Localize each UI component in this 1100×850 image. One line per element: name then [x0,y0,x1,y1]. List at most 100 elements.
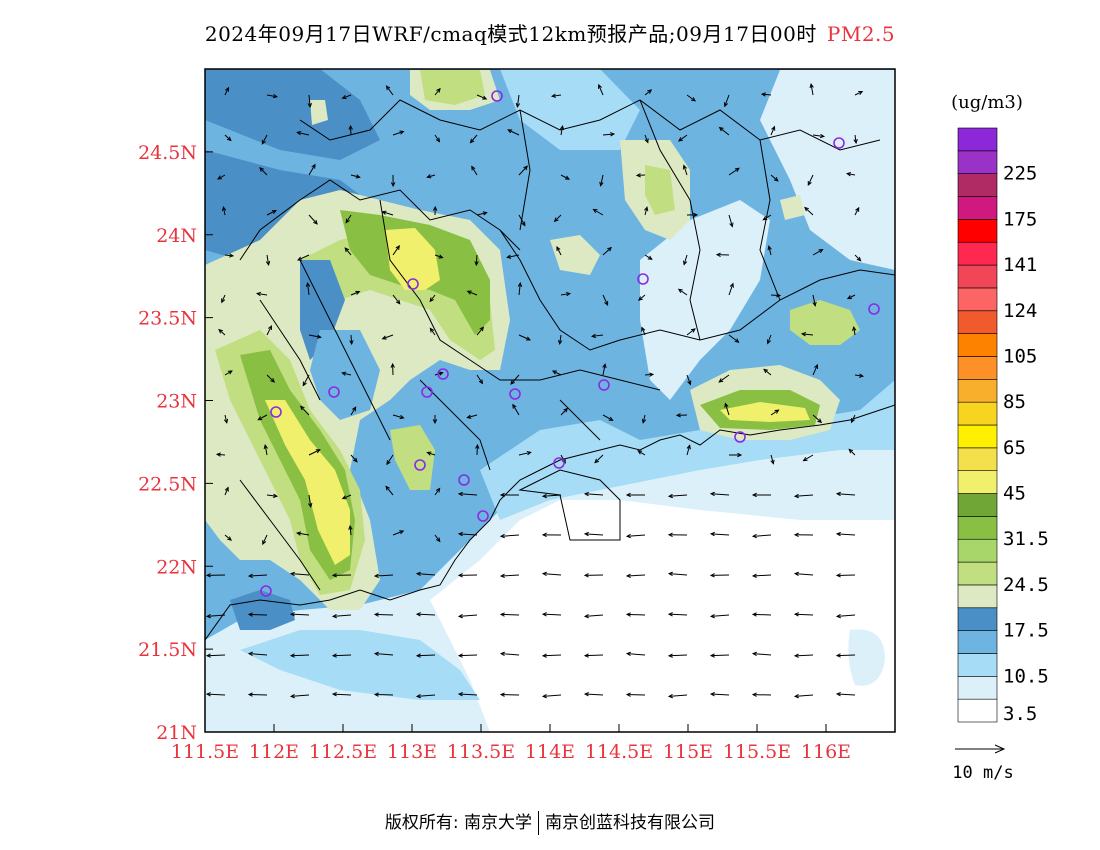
wind-arrow [247,612,268,617]
wind-arrow [266,209,277,216]
wind-arrow [415,693,436,699]
wind-arrow [625,612,646,617]
wind-arrow [350,406,357,416]
wind-arrow [677,288,688,296]
lat-tick-label: 23.5N [138,308,197,330]
legend-label: 31.5 [1003,528,1049,550]
wind-arrow [550,93,562,98]
wind-arrow [802,454,814,462]
wind-arrow [432,414,438,425]
wind-arrow [718,374,730,383]
wind-arrow [560,407,569,416]
wind-arrow [289,693,310,699]
title-main: 2024年09月17日WRF/cmaq模式12km预报产品;09月17日00时 [204,22,817,46]
wind-arrow [559,125,565,136]
wind-arrow [217,174,226,180]
wind-arrow [224,86,229,96]
wind-arrow [381,334,394,340]
wind-arrow [415,612,436,617]
legend-swatch [957,493,998,517]
station-markers [260,90,880,597]
wind-arrow [770,125,776,136]
wind-arrow [854,254,862,262]
wind-arrow [390,174,396,188]
wind-arrow [215,452,226,457]
wind-arrow [221,206,227,216]
boundaries [205,99,895,641]
wind-arrow [331,653,352,658]
wind-arrow [812,363,819,376]
legend-swatch [957,607,998,631]
legend-unit: (ug/m3) [951,92,1023,113]
wind-arrow [259,167,268,176]
footer-separator [538,811,540,835]
wind-arrow [289,612,310,617]
wind-arrow [770,174,779,182]
wind-arrow [261,134,268,145]
wind-arrow [224,534,232,541]
wind-arrow [709,692,730,697]
wind-arrow [793,653,814,658]
legend-swatch [957,676,998,700]
wind-arrow [583,613,604,619]
wind-arrow [205,692,226,697]
lat-tick-label: 21.5N [138,639,197,661]
wind-arrow [793,693,814,699]
wind-arrow [667,493,688,499]
wind-arrow [770,454,775,465]
wind-arrow [541,532,562,538]
legend-label: 85 [1003,391,1026,413]
wind-arrow [392,130,405,136]
station-marker [553,457,565,469]
wind-arrow [392,414,405,420]
wind-arrow [308,334,322,339]
wind-arrow [386,454,394,466]
wind-arrow [476,326,485,336]
wind-arrow [499,651,520,657]
legend-swatch [957,173,998,197]
wind-arrow [560,174,570,180]
station-marker [458,474,470,486]
wind-arrow [644,134,649,144]
wind-arrow [266,93,278,99]
wind-arrow [644,89,653,96]
wind-arrow [345,214,352,224]
wind-arrow [308,494,313,509]
wind-arrow [625,651,646,657]
wind-arrow [766,334,772,345]
wind-arrow [835,573,856,578]
wind-arrow [262,534,268,546]
wind-arrow [793,532,814,538]
wind-arrow [835,491,856,497]
wind-arrow [507,129,520,136]
legend-swatch [957,516,998,540]
wind-arrow [392,294,401,305]
wind-arrow [469,134,478,144]
wind-arrow [625,533,646,539]
legend-swatch [957,310,998,334]
station-marker [637,273,649,285]
wind-arrow [625,573,646,578]
wind-arrow [518,165,528,176]
wind-arrow [751,492,772,498]
station-marker [734,431,746,443]
wind-arrow [762,214,772,221]
legend-swatch [957,653,998,677]
legend-swatch [957,630,998,654]
wind-arrow [850,414,856,424]
lon-tick-label: 115.5E [723,741,791,763]
wind-arrow [390,362,395,376]
wind-arrow [709,531,730,537]
lat-axis: 21N 21.5N 22N 22.5N 23N 23.5N 24N 24.5N [138,142,213,744]
wind-arrow [541,571,562,577]
wind-arrow [678,134,688,142]
wind-arrow [637,294,646,301]
wind-arrow [812,414,823,424]
wind-arrow [499,573,520,579]
station-marker [328,386,340,398]
wind-arrow [667,653,688,658]
wind-arrow [625,492,646,498]
wind-arrow [205,653,226,658]
lon-tick-label: 112E [249,741,299,763]
page-title: 2024年09月17日WRF/cmaq模式12km预报产品;09月17日00时 P… [0,18,1100,47]
